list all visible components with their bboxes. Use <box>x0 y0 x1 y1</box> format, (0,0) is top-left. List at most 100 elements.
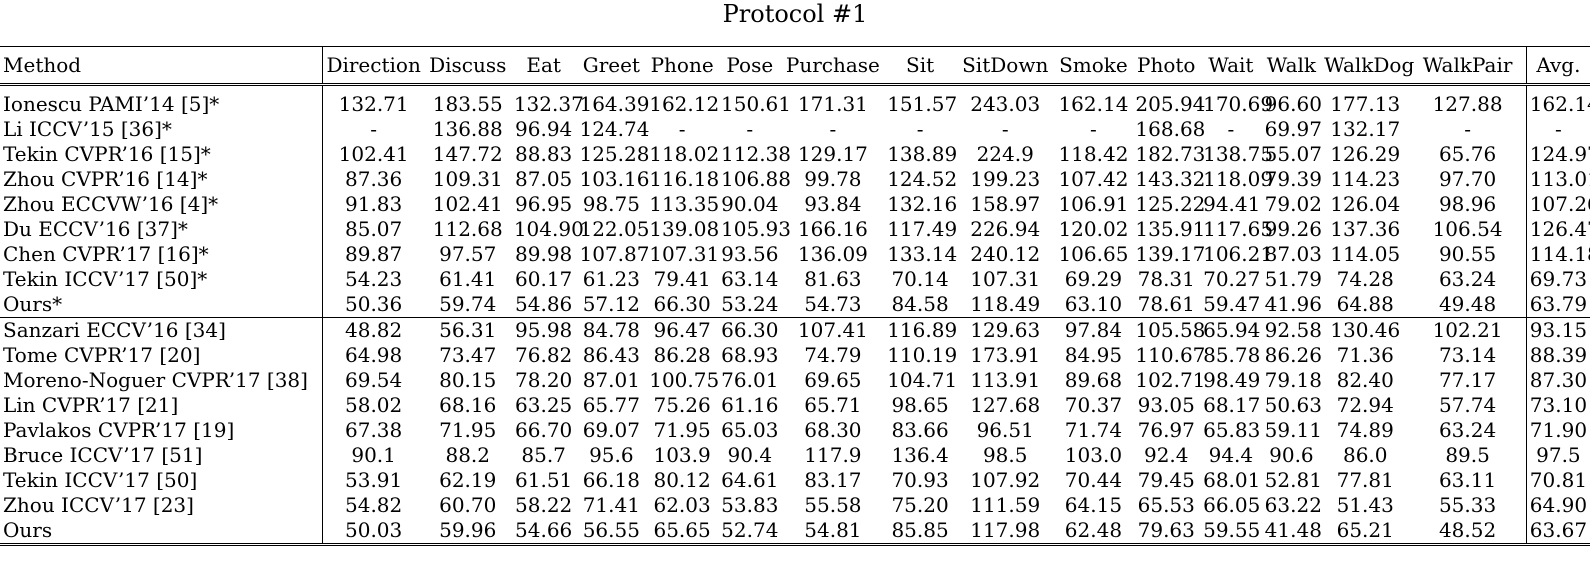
value-cell: 59.96 <box>424 518 511 546</box>
column-header: Smoke <box>1054 46 1133 86</box>
value-cell: 96.60 <box>1264 92 1322 116</box>
value-cell: 57.12 <box>582 292 640 316</box>
value-cell: 243.03 <box>970 92 1041 116</box>
value-cell: 205.94 <box>1135 92 1206 116</box>
value-cell: 86.43 <box>582 343 640 367</box>
value-cell: 127.88 <box>1432 92 1503 116</box>
value-cell: 48.82 <box>322 317 425 343</box>
value-cell: 74.28 <box>1336 267 1394 291</box>
value-cell: 98.96 <box>1438 192 1497 216</box>
value-cell: 85.07 <box>345 217 403 241</box>
value-cell: 87.30 <box>1525 368 1590 393</box>
value-cell: 126.29 <box>1330 142 1401 166</box>
value-cell: 132.17 <box>1330 117 1401 141</box>
value-cell: 83.17 <box>804 468 862 492</box>
value-cell: 106.54 <box>1432 217 1503 241</box>
value-cell: 69.07 <box>582 418 640 442</box>
value-cell: 124.74 <box>579 117 650 141</box>
value-cell: 107.87 <box>579 242 650 266</box>
value-cell: 86.0 <box>1342 443 1388 467</box>
value-cell: 53.91 <box>345 468 403 492</box>
table-row: Bruce ICCV’17 [51] 90.1 88.2 85.7 95.6 103.9 9… <box>0 443 1590 468</box>
value-cell: 183.55 <box>432 92 503 116</box>
value-cell: 63.67 <box>1525 518 1590 546</box>
value-cell: 52.74 <box>718 518 782 546</box>
value-cell: 57.74 <box>1438 393 1497 417</box>
value-cell: 100.75 <box>649 368 720 392</box>
value-cell: 65.71 <box>804 393 862 417</box>
value-cell: 75.26 <box>653 393 711 417</box>
value-cell: 132.37 <box>513 92 584 116</box>
table-row: Li ICCV’15 [36]* - 136.88 96.94 124.74 - - - - - -… <box>0 117 1590 142</box>
value-cell: 70.37 <box>1064 393 1123 417</box>
value-cell: 170.69 <box>1203 92 1274 116</box>
value-cell: 62.19 <box>439 468 497 492</box>
value-cell: 106.88 <box>721 167 791 191</box>
value-cell: 114.23 <box>1330 167 1401 191</box>
value-cell: 65.77 <box>582 393 640 417</box>
value-cell: 111.59 <box>970 493 1041 517</box>
value-cell: 107.31 <box>649 242 720 266</box>
method-cell: Zhou ECCVW’16 [4]* <box>0 192 323 217</box>
value-cell: 124.52 <box>887 167 958 191</box>
value-cell: 89.98 <box>515 242 573 266</box>
value-cell: - <box>916 117 924 141</box>
value-cell: 71.74 <box>1064 418 1123 442</box>
table-row: Ionescu PAMI’14 [5]* 132.71 183.55 132.37 16… <box>0 84 1590 117</box>
value-cell: 113.35 <box>649 192 720 216</box>
value-cell: 89.87 <box>345 242 403 266</box>
value-cell: 114.05 <box>1330 242 1401 266</box>
value-cell: 139.08 <box>649 217 720 241</box>
value-cell: 84.78 <box>576 317 647 343</box>
value-cell: 129.63 <box>955 317 1055 343</box>
column-header: Avg. <box>1525 46 1590 86</box>
column-header: Sit <box>884 46 956 86</box>
value-cell: 77.81 <box>1336 468 1394 492</box>
value-cell: 93.15 <box>1525 317 1590 343</box>
value-cell: 61.16 <box>721 393 779 417</box>
value-cell: 136.4 <box>891 443 949 467</box>
value-cell: 61.23 <box>582 267 640 291</box>
value-cell: 56.55 <box>576 518 647 546</box>
value-cell: 90.55 <box>1438 242 1497 266</box>
value-cell: 65.21 <box>1321 518 1410 546</box>
value-cell: 127.68 <box>970 393 1041 417</box>
value-cell: 97.70 <box>1438 167 1497 191</box>
value-cell: 80.15 <box>439 368 497 392</box>
value-cell: 65.53 <box>1137 493 1195 517</box>
value-cell: 59.11 <box>1264 418 1322 442</box>
value-cell: 97.57 <box>439 242 497 266</box>
value-cell: - <box>1090 117 1097 141</box>
value-cell: 61.51 <box>515 468 573 492</box>
value-cell: 125.28 <box>579 142 650 166</box>
value-cell: 67.38 <box>345 418 403 442</box>
value-cell: 79.41 <box>653 267 711 291</box>
table-row: Ours 50.03 59.96 54.66 56.55 65.65 52.74 54.81 8… <box>0 518 1590 546</box>
value-cell: 105.93 <box>721 217 791 241</box>
value-cell: 85.85 <box>884 518 956 546</box>
value-cell: 92.4 <box>1143 443 1189 467</box>
value-cell: 64.61 <box>721 468 779 492</box>
value-cell: 97.5 <box>1525 443 1590 468</box>
value-cell: 173.91 <box>970 343 1041 367</box>
table-row: Tekin ICCV’17 [50]* 54.23 61.41 60.17 61.23 7… <box>0 267 1590 292</box>
value-cell: 95.6 <box>589 443 634 467</box>
value-cell: 66.18 <box>582 468 640 492</box>
value-cell: 54.86 <box>515 292 573 316</box>
value-cell: 118.09 <box>1203 167 1274 191</box>
table-body: Ionescu PAMI’14 [5]* 132.71 183.55 132.37 16… <box>0 84 1590 546</box>
value-cell: 224.9 <box>976 142 1034 166</box>
value-cell: 136.88 <box>432 117 503 141</box>
value-cell: 58.22 <box>515 493 573 517</box>
table-row: Pavlakos CVPR’17 [19] 67.38 71.95 66.70 69.0… <box>0 418 1590 443</box>
value-cell: 105.58 <box>1132 317 1205 343</box>
value-cell: 63.24 <box>1438 267 1497 291</box>
value-cell: 102.41 <box>338 142 409 166</box>
value-cell: 132.16 <box>887 192 958 216</box>
value-cell: 79.45 <box>1137 468 1195 492</box>
value-cell: 104.71 <box>887 368 958 392</box>
value-cell: 71.36 <box>1336 343 1394 367</box>
value-cell: 107.41 <box>781 317 885 343</box>
value-cell: 53.83 <box>721 493 779 517</box>
value-cell: 56.31 <box>424 317 511 343</box>
